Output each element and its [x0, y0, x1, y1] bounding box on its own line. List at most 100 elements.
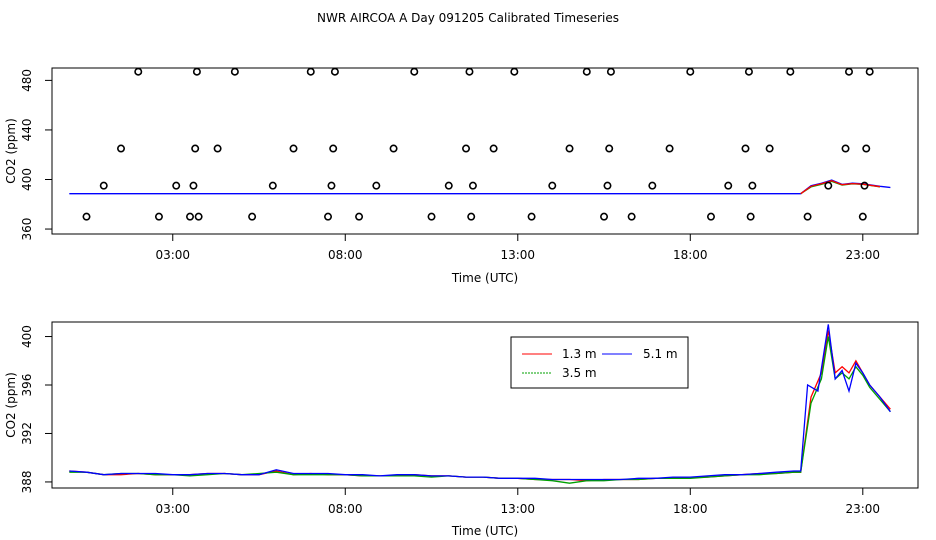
top-marker-point — [465, 67, 474, 76]
figure-title: NWR AIRCOA A Day 091205 Calibrated Times… — [317, 11, 619, 25]
top-marker-point — [862, 144, 871, 153]
top-panel: 03:00 08:00 13:00 18:00 23:00 360 400 440 480 T… — [4, 67, 919, 285]
legend-label-3-5m: 3.5 m — [562, 366, 597, 380]
bottom-y-axis: 388 392 396 400 — [20, 325, 52, 493]
top-marker-point — [372, 181, 381, 190]
top-marker-point — [230, 67, 239, 76]
bottom-y-tick-label: 396 — [20, 374, 34, 397]
top-marker-point — [606, 67, 615, 76]
top-marker-point — [860, 181, 869, 190]
top-marker-point — [327, 181, 336, 190]
top-marker-point — [306, 67, 315, 76]
bottom-y-tick-label: 400 — [20, 325, 34, 348]
top-marker-point — [605, 144, 614, 153]
top-marker-point — [462, 144, 471, 153]
top-marker-point — [548, 181, 557, 190]
top-y-tick-label: 400 — [20, 168, 34, 191]
top-marker-point — [803, 212, 812, 221]
top-marker-point — [154, 212, 163, 221]
top-marker-point — [427, 212, 436, 221]
top-marker-point — [330, 67, 339, 76]
top-x-axis-label: Time (UTC) — [451, 271, 518, 285]
top-marker-point — [746, 212, 755, 221]
top-marker-point — [189, 181, 198, 190]
top-marker-point — [134, 67, 143, 76]
top-marker-point — [324, 212, 333, 221]
top-plot-area — [69, 67, 891, 221]
top-marker-point — [194, 212, 203, 221]
legend-box — [510, 336, 689, 389]
top-marker-point — [82, 212, 91, 221]
top-marker-point — [99, 181, 108, 190]
top-marker-point — [192, 67, 201, 76]
legend-label-1-3m: 1.3 m — [562, 347, 597, 361]
top-marker-point — [724, 181, 733, 190]
bottom-x-tick-label: 03:00 — [155, 502, 190, 516]
top-y-tick-label: 360 — [20, 218, 34, 241]
top-marker-point — [748, 181, 757, 190]
top-marker-point — [510, 67, 519, 76]
bottom-x-tick-label: 13:00 — [500, 502, 535, 516]
top-marker-point — [648, 181, 657, 190]
top-marker-point — [765, 144, 774, 153]
top-marker-point — [600, 212, 609, 221]
top-marker-point — [355, 212, 364, 221]
top-x-tick-label: 13:00 — [500, 248, 535, 262]
bottom-plot-area — [69, 324, 891, 484]
top-y-tick-label: 480 — [20, 69, 34, 92]
top-marker-point — [841, 144, 850, 153]
bottom-series-3-5-m — [69, 336, 891, 484]
top-x-tick-label: 18:00 — [673, 248, 708, 262]
bottom-x-tick-label: 08:00 — [328, 502, 363, 516]
top-marker-point — [741, 144, 750, 153]
bottom-y-tick-label: 388 — [20, 470, 34, 493]
top-x-tick-label: 08:00 — [328, 248, 363, 262]
legend-label-5-1m: 5.1 m — [643, 347, 678, 361]
top-marker-point — [268, 181, 277, 190]
top-marker-point — [686, 67, 695, 76]
legend: 1.3 m 3.5 m 5.1 m — [510, 336, 689, 389]
top-marker-point — [248, 212, 257, 221]
bottom-y-axis-label: CO2 (ppm) — [4, 372, 18, 438]
top-marker-point — [410, 67, 419, 76]
bottom-x-axis: 03:00 08:00 13:00 18:00 23:00 — [155, 488, 880, 516]
top-y-axis-label: CO2 (ppm) — [4, 118, 18, 184]
top-marker-point — [627, 212, 636, 221]
top-x-tick-label: 23:00 — [845, 248, 880, 262]
top-marker-point — [824, 181, 833, 190]
top-marker-point — [289, 144, 298, 153]
top-marker-point — [489, 144, 498, 153]
bottom-x-tick-label: 18:00 — [673, 502, 708, 516]
top-marker-point — [444, 181, 453, 190]
top-marker-point — [191, 144, 200, 153]
top-marker-point — [665, 144, 674, 153]
bottom-plot-frame — [51, 321, 919, 489]
top-marker-point — [527, 212, 536, 221]
top-marker-point — [565, 144, 574, 153]
top-marker-point — [389, 144, 398, 153]
top-x-tick-label: 03:00 — [155, 248, 190, 262]
bottom-series-1-3-m — [69, 330, 891, 482]
top-marker-point — [844, 67, 853, 76]
top-marker-point — [706, 212, 715, 221]
bottom-x-tick-label: 23:00 — [845, 502, 880, 516]
top-marker-point — [172, 181, 181, 190]
top-marker-point — [582, 67, 591, 76]
top-marker-point — [744, 67, 753, 76]
top-marker-point — [468, 181, 477, 190]
top-marker-point — [603, 181, 612, 190]
top-marker-point — [186, 212, 195, 221]
bottom-series-5-1-m — [69, 324, 891, 481]
bottom-y-tick-label: 392 — [20, 422, 34, 445]
top-marker-point — [858, 212, 867, 221]
top-marker-point — [329, 144, 338, 153]
top-marker-point — [213, 144, 222, 153]
top-y-tick-label: 440 — [20, 118, 34, 141]
top-marker-point — [786, 67, 795, 76]
bottom-panel: 03:00 08:00 13:00 18:00 23:00 388 392 396 400 T… — [4, 321, 919, 538]
top-marker-point — [467, 212, 476, 221]
top-plot-frame — [51, 67, 919, 235]
bottom-x-axis-label: Time (UTC) — [451, 524, 518, 538]
top-marker-point — [865, 67, 874, 76]
